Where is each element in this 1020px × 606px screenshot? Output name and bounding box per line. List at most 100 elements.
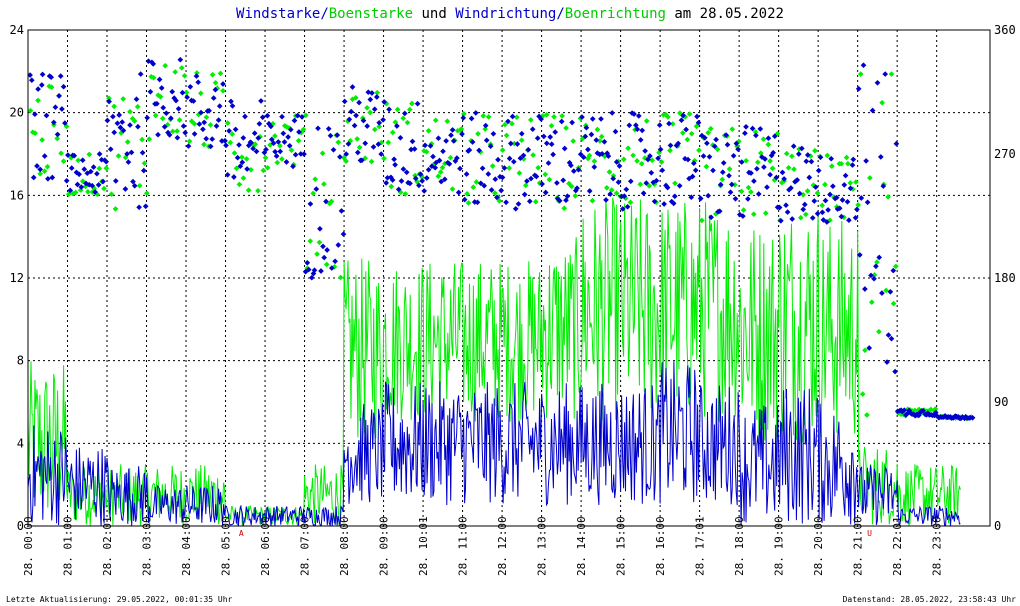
point-boenrichtung-86 [231, 150, 238, 156]
point-boenrichtung-325 [797, 214, 804, 221]
point-windrichtung-150 [264, 112, 271, 119]
x-tick-1: 28. 01:00 [62, 516, 75, 576]
point-windrichtung-377 [623, 186, 630, 193]
point-windrichtung-314 [524, 178, 530, 184]
point-windrichtung-66 [131, 182, 138, 189]
point-windrichtung-85 [161, 123, 168, 130]
point-windrichtung-290 [485, 171, 492, 177]
point-boenrichtung-3 [35, 97, 41, 104]
point-windrichtung-430 [706, 153, 713, 160]
point-windrichtung-17 [54, 131, 61, 138]
point-windrichtung-246 [416, 182, 422, 189]
y-right-tick-0: 0 [994, 519, 1001, 533]
point-boenrichtung-152 [388, 183, 395, 190]
point-boenrichtung-239 [594, 126, 601, 133]
point-windrichtung-106 [195, 79, 202, 86]
point-windrichtung-3 [32, 111, 38, 118]
point-boenrichtung-133 [343, 158, 349, 165]
point-boenrichtung-247 [613, 190, 620, 197]
point-windrichtung-154 [270, 140, 277, 147]
point-boenrichtung-66 [183, 89, 190, 96]
y-right-tick-4: 360 [994, 23, 1016, 37]
point-boenrichtung-153 [389, 129, 396, 136]
point-windrichtung-131 [234, 154, 241, 161]
point-windrichtung-223 [380, 116, 386, 123]
point-windrichtung-205 [351, 122, 358, 129]
point-windrichtung-240 [407, 180, 413, 187]
point-windrichtung-340 [564, 193, 571, 200]
point-windrichtung-127 [228, 98, 234, 105]
point-windrichtung-188 [324, 247, 330, 253]
point-windrichtung-329 [547, 134, 554, 140]
point-boenrichtung-359 [879, 99, 885, 106]
point-windrichtung-92 [173, 97, 179, 104]
point-windrichtung-172 [299, 114, 305, 120]
point-windrichtung-120 [216, 103, 223, 109]
point-windrichtung-303 [506, 155, 513, 162]
point-windrichtung-389 [642, 148, 648, 154]
point-boenrichtung-56 [159, 115, 166, 122]
point-boenrichtung-306 [752, 129, 759, 135]
point-windrichtung-436 [716, 208, 723, 215]
point-windrichtung-111 [203, 135, 210, 142]
point-windrichtung-376 [621, 193, 628, 199]
point-boenrichtung-209 [522, 182, 529, 189]
point-windrichtung-73 [142, 203, 149, 210]
point-windrichtung-276 [463, 171, 470, 177]
x-tick-4: 28. 04:00 [180, 516, 193, 576]
point-windrichtung-349 [579, 114, 585, 120]
y-left-tick-2: 8 [17, 354, 24, 368]
point-boenrichtung-348 [853, 179, 859, 185]
point-boenrichtung-168 [425, 127, 432, 134]
point-windrichtung-405 [667, 142, 674, 149]
point-windrichtung-206 [353, 112, 359, 119]
point-windrichtung-317 [528, 175, 534, 182]
point-windrichtung-259 [436, 157, 443, 164]
point-windrichtung-442 [726, 172, 732, 179]
point-windrichtung-40 [90, 164, 97, 170]
point-boenrichtung-76 [207, 122, 214, 128]
x-tick-6: 28. 06:00 [259, 516, 272, 576]
point-windrichtung-110 [201, 119, 208, 126]
point-boenrichtung-244 [606, 169, 613, 175]
point-boenrichtung-361 [883, 287, 889, 294]
point-windrichtung-445 [730, 152, 737, 159]
point-boenrichtung-96 [255, 187, 261, 194]
point-windrichtung-38 [87, 168, 94, 175]
point-windrichtung-182 [315, 125, 321, 132]
point-windrichtung-74 [144, 114, 151, 121]
point-boenrichtung-138 [354, 136, 361, 142]
point-windrichtung-119 [215, 117, 222, 123]
point-boenrichtung-225 [561, 205, 568, 212]
point-windrichtung-422 [694, 113, 700, 120]
point-boenrichtung-310 [762, 210, 769, 217]
y-axis-right-ticks: 0 90 180 270 360 [994, 23, 1016, 533]
point-windrichtung-90 [169, 88, 176, 95]
point-windrichtung-316 [526, 198, 533, 205]
point-windrichtung-44 [96, 151, 103, 157]
point-windrichtung-220 [375, 141, 382, 148]
point-boenrichtung-286 [705, 129, 712, 136]
point-windrichtung-286 [479, 165, 486, 172]
point-windrichtung-158 [277, 148, 284, 155]
point-boenrichtung-91 [243, 156, 250, 162]
point-windrichtung-387 [639, 127, 646, 134]
point-boenrichtung-89 [239, 154, 245, 161]
point-windrichtung-2 [30, 174, 37, 181]
point-boenrichtung-98 [260, 167, 267, 174]
point-windrichtung-416 [685, 156, 691, 163]
point-windrichtung-388 [640, 190, 647, 197]
point-windrichtung-313 [521, 191, 528, 198]
point-windrichtung-243 [411, 146, 418, 152]
point-windrichtung-126 [226, 128, 232, 134]
point-boenrichtung-275 [679, 130, 686, 136]
point-windrichtung-263 [443, 138, 449, 144]
point-windrichtung-528 [862, 286, 868, 292]
point-windrichtung-175 [304, 259, 311, 266]
point-windrichtung-235 [398, 178, 405, 184]
point-boenrichtung-363 [888, 71, 895, 77]
point-boenrichtung-212 [530, 152, 536, 158]
point-windrichtung-135 [240, 135, 247, 141]
point-windrichtung-423 [695, 119, 702, 126]
point-windrichtung-439 [720, 160, 727, 166]
